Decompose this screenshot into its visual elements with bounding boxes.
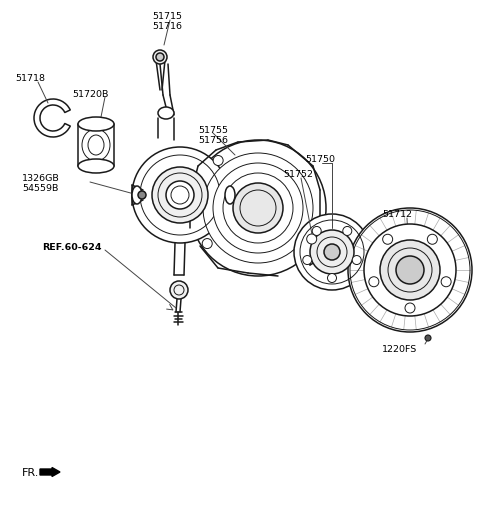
Circle shape: [425, 335, 431, 341]
Circle shape: [213, 163, 303, 253]
Circle shape: [324, 244, 340, 260]
Text: REF.60-624: REF.60-624: [42, 243, 101, 252]
Circle shape: [213, 156, 223, 165]
Ellipse shape: [78, 159, 114, 173]
Circle shape: [166, 181, 194, 209]
FancyArrow shape: [40, 468, 60, 477]
Circle shape: [383, 234, 393, 244]
Circle shape: [312, 227, 321, 235]
Circle shape: [152, 167, 208, 223]
Circle shape: [348, 208, 472, 332]
Text: 51712: 51712: [382, 210, 412, 219]
Circle shape: [327, 274, 336, 282]
Circle shape: [380, 240, 440, 300]
Text: 1220FS: 1220FS: [382, 345, 417, 354]
Text: 51715: 51715: [152, 12, 182, 21]
Circle shape: [190, 140, 326, 276]
Circle shape: [427, 234, 437, 244]
Circle shape: [343, 227, 352, 235]
Circle shape: [138, 191, 146, 199]
Circle shape: [170, 281, 188, 299]
Circle shape: [364, 224, 456, 316]
Ellipse shape: [158, 107, 174, 119]
Text: 51750: 51750: [305, 155, 335, 164]
Text: FR.: FR.: [22, 468, 39, 478]
Circle shape: [156, 53, 164, 61]
Text: 51755: 51755: [198, 126, 228, 135]
Ellipse shape: [78, 117, 114, 131]
Text: 51716: 51716: [152, 22, 182, 31]
Circle shape: [203, 153, 313, 263]
Circle shape: [405, 303, 415, 313]
Circle shape: [233, 183, 283, 233]
Circle shape: [352, 256, 361, 265]
Circle shape: [303, 256, 312, 265]
Circle shape: [132, 147, 228, 243]
Circle shape: [307, 234, 317, 244]
Circle shape: [369, 277, 379, 287]
Ellipse shape: [132, 186, 142, 204]
Text: 1326GB: 1326GB: [22, 174, 60, 183]
Text: 51720B: 51720B: [72, 90, 108, 99]
Ellipse shape: [225, 186, 235, 204]
Circle shape: [396, 256, 424, 284]
Circle shape: [441, 277, 451, 287]
Text: 54559B: 54559B: [22, 184, 59, 193]
Circle shape: [153, 50, 167, 64]
Circle shape: [310, 230, 354, 274]
Circle shape: [294, 214, 370, 290]
Circle shape: [202, 239, 212, 248]
Text: 51718: 51718: [15, 74, 45, 83]
Text: 51756: 51756: [198, 136, 228, 145]
Text: 51752: 51752: [283, 170, 313, 179]
